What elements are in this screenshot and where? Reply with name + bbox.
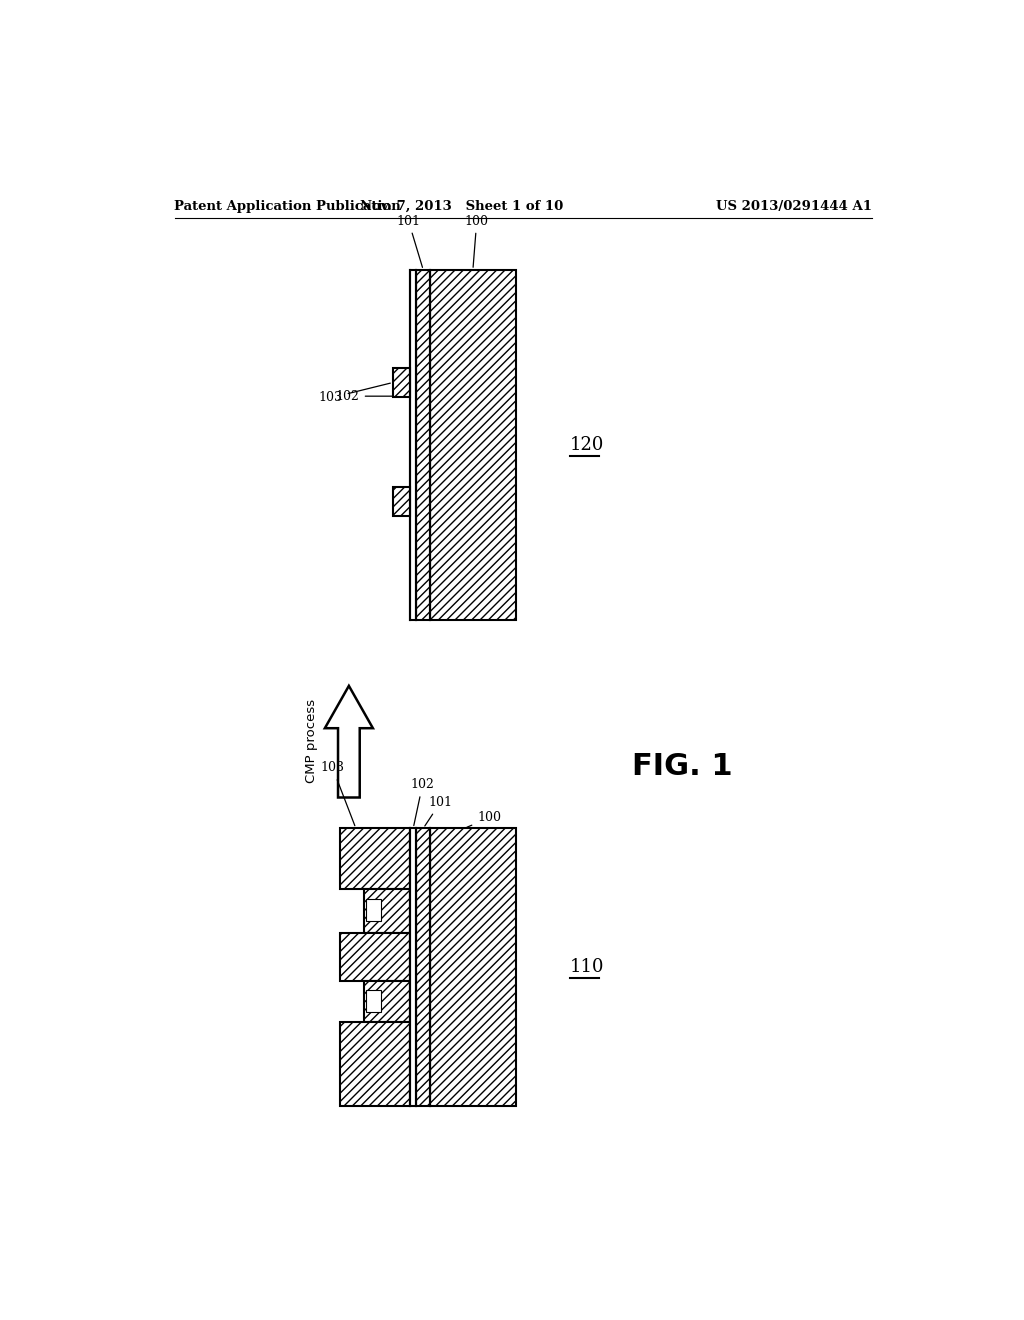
Text: 101: 101	[396, 215, 423, 268]
Bar	[417, 829, 430, 1105]
Text: 102: 102	[336, 389, 408, 403]
Bar	[393, 487, 410, 516]
Text: 102: 102	[411, 779, 434, 825]
Text: 101: 101	[425, 796, 453, 826]
Bar	[430, 829, 515, 1105]
Text: 100: 100	[465, 215, 488, 267]
Text: 120: 120	[569, 436, 604, 454]
Bar	[340, 829, 410, 890]
Bar	[410, 829, 417, 1105]
Text: 103: 103	[318, 383, 390, 404]
Text: Nov. 7, 2013   Sheet 1 of 10: Nov. 7, 2013 Sheet 1 of 10	[359, 199, 563, 213]
Text: 100: 100	[467, 812, 501, 828]
Bar	[430, 271, 515, 620]
Bar	[417, 271, 430, 620]
Bar	[366, 990, 381, 1011]
Text: 110: 110	[569, 958, 604, 975]
Text: 103: 103	[321, 762, 355, 826]
Text: FIG. 1: FIG. 1	[632, 752, 732, 781]
Text: Patent Application Publication: Patent Application Publication	[174, 199, 401, 213]
Bar	[410, 271, 417, 620]
Bar	[364, 890, 410, 933]
Bar	[364, 981, 410, 1022]
Bar	[340, 1022, 410, 1105]
Bar	[366, 899, 381, 921]
Bar	[393, 368, 410, 397]
Text: CMP process: CMP process	[305, 700, 318, 783]
Text: US 2013/0291444 A1: US 2013/0291444 A1	[716, 199, 872, 213]
Polygon shape	[325, 686, 373, 797]
Bar	[340, 933, 410, 981]
